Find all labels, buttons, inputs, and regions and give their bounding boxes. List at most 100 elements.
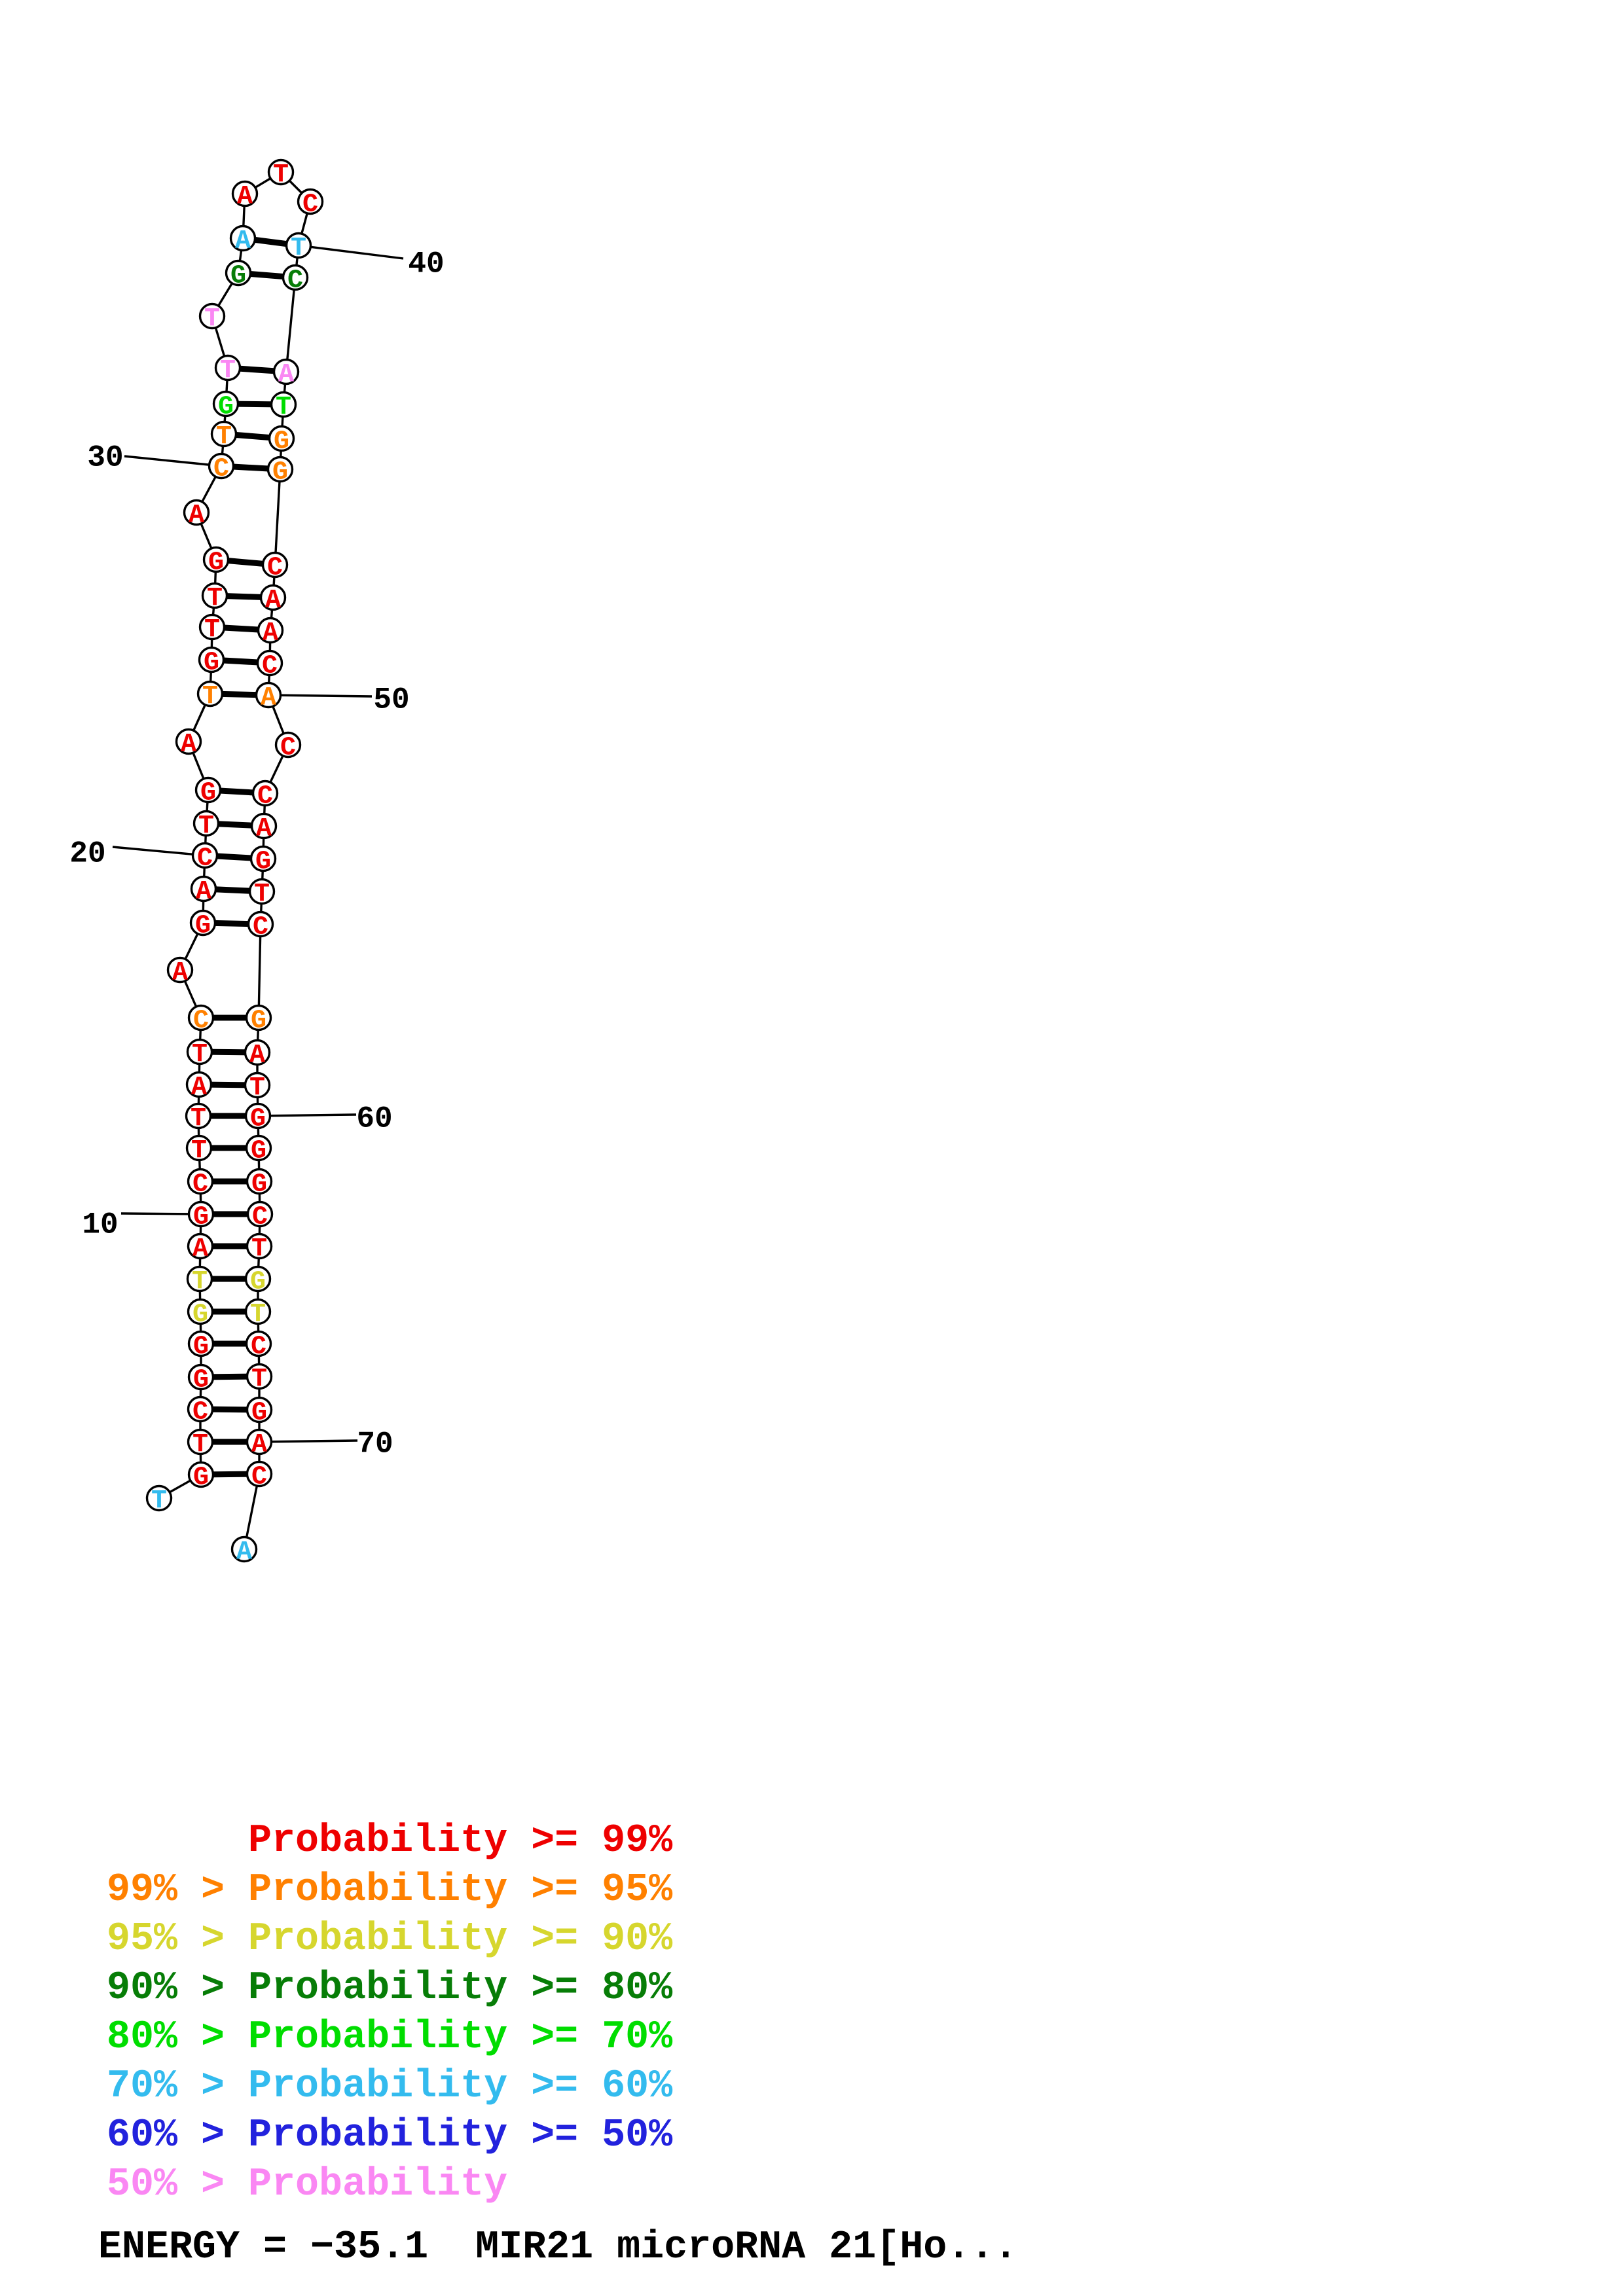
nucleotide-circle-26 <box>198 613 226 641</box>
nucleotide-circle-55 <box>248 878 276 905</box>
nucleotide-circle-57 <box>245 1004 272 1031</box>
nucleotide-circle-23 <box>175 728 202 755</box>
nucleotide-circle-14 <box>185 1071 213 1098</box>
nucleotide-circle-70 <box>246 1428 273 1456</box>
nucleotide-base-69: G <box>251 1398 267 1427</box>
nucleotide-base-65: G <box>250 1267 266 1297</box>
nucleotide-circle-20 <box>191 842 219 869</box>
nucleotide-base-7: G <box>192 1300 208 1329</box>
nucleotide-base-62: G <box>251 1170 267 1199</box>
nucleotide-circle-54 <box>249 845 277 872</box>
nucleotide-base-36: A <box>235 226 251 256</box>
nucleotide-base-19: A <box>196 877 211 906</box>
position-label-50: 50 <box>373 683 409 717</box>
nucleotide-base-66: T <box>250 1300 266 1329</box>
nucleotide-circle-40 <box>285 232 312 259</box>
nucleotide-base-51: C <box>280 733 296 762</box>
nucleotide-base-52: C <box>257 781 273 811</box>
nucleotide-circle-49 <box>256 649 283 677</box>
position-label-60: 60 <box>356 1102 392 1136</box>
nucleotide-circle-66 <box>244 1298 272 1325</box>
nucleotide-circle-21 <box>192 810 220 837</box>
legend-row: 90% > Probability >= 80% <box>107 1966 673 2011</box>
position-callout-line <box>259 1439 358 1443</box>
nucleotide-base-32: G <box>218 392 234 422</box>
legend-row: 70% > Probability >= 60% <box>107 2064 673 2109</box>
nucleotide-circle-19 <box>190 875 217 903</box>
position-callout-line <box>257 1113 357 1117</box>
nucleotide-circle-42 <box>272 358 300 386</box>
nucleotide-base-61: G <box>251 1136 266 1166</box>
nucleotide-circle-11 <box>187 1168 214 1195</box>
backbone-line <box>285 277 297 372</box>
nucleotide-base-50: A <box>261 683 276 713</box>
nucleotide-base-22: G <box>200 778 216 808</box>
nucleotide-circle-53 <box>250 812 278 840</box>
position-callout-line <box>268 694 373 698</box>
position-label-10: 10 <box>82 1208 118 1242</box>
nucleotide-circle-4 <box>187 1395 214 1423</box>
nucleotide-base-72: A <box>236 1537 252 1567</box>
nucleotide-circle-51 <box>274 731 302 759</box>
legend-row: 50% > Probability <box>107 2162 508 2207</box>
nucleotide-circle-68 <box>246 1363 273 1390</box>
nucleotide-base-25: G <box>204 648 219 677</box>
nucleotide-circle-45 <box>266 456 294 483</box>
position-label-30: 30 <box>87 441 123 475</box>
nucleotide-circle-24 <box>196 680 224 708</box>
nucleotide-base-16: C <box>193 1006 209 1035</box>
nucleotide-base-28: G <box>208 548 224 577</box>
nucleotide-circle-5 <box>187 1363 215 1391</box>
nucleotide-circle-38 <box>267 158 295 186</box>
nucleotide-base-20: C <box>197 844 213 873</box>
nucleotide-circle-30 <box>208 452 235 480</box>
legend-row: Probability >= 99% <box>107 1819 673 1863</box>
nucleotide-circle-31 <box>210 420 238 448</box>
nucleotide-circle-36 <box>229 224 257 252</box>
nucleotide-circle-71 <box>246 1460 273 1488</box>
probability-legend: Probability >= 99% 99% > Probability >= 9… <box>107 1817 672 2210</box>
nucleotide-circle-25 <box>198 646 225 673</box>
nucleotide-circle-10 <box>187 1200 215 1228</box>
position-label-20: 20 <box>69 837 105 871</box>
nucleotide-circle-56 <box>247 910 274 938</box>
nucleotide-circle-33 <box>214 354 242 382</box>
nucleotide-base-67: C <box>251 1332 266 1361</box>
position-callout-line <box>120 1212 202 1215</box>
backbone-line <box>274 469 282 565</box>
nucleotide-circle-52 <box>251 780 279 807</box>
nucleotide-circle-6 <box>187 1330 215 1357</box>
nucleotide-base-27: T <box>207 584 223 613</box>
nucleotide-circle-62 <box>246 1168 273 1195</box>
nucleotide-base-59: T <box>249 1073 265 1103</box>
nucleotide-circle-29 <box>183 499 210 526</box>
nucleotide-base-44: G <box>274 427 289 456</box>
nucleotide-circle-7 <box>187 1298 214 1325</box>
nucleotide-base-48: A <box>263 619 278 648</box>
nucleotide-base-55: T <box>254 880 270 909</box>
nucleotide-circle-9 <box>187 1232 214 1260</box>
nucleotide-base-42: A <box>278 360 294 389</box>
nucleotide-base-43: T <box>276 393 291 422</box>
position-callout-line <box>124 455 222 467</box>
nucleotide-circle-60 <box>244 1102 272 1130</box>
nucleotide-base-70: A <box>251 1430 267 1460</box>
nucleotide-base-12: T <box>191 1136 207 1166</box>
legend-row: 95% > Probability >= 90% <box>107 1917 673 1962</box>
nucleotide-circle-34 <box>198 302 226 330</box>
nucleotide-circle-16 <box>187 1004 215 1031</box>
position-callout-line <box>298 244 404 260</box>
nucleotide-circle-46 <box>261 551 289 579</box>
legend-row: 60% > Probability >= 50% <box>107 2113 673 2158</box>
nucleotide-base-14: A <box>191 1073 207 1102</box>
nucleotide-circle-13 <box>185 1102 212 1130</box>
nucleotide-base-64: T <box>251 1234 267 1264</box>
nucleotide-circle-43 <box>270 391 297 418</box>
nucleotide-base-58: A <box>249 1041 265 1070</box>
energy-line: ENERGY = −35.1 MIR21 microRNA 21[Ho... <box>98 2225 1018 2270</box>
nucleotide-circle-58 <box>244 1039 271 1066</box>
nucleotide-circle-1 <box>145 1484 173 1512</box>
nucleotide-base-57: G <box>251 1006 266 1035</box>
nucleotide-base-68: T <box>251 1365 267 1394</box>
